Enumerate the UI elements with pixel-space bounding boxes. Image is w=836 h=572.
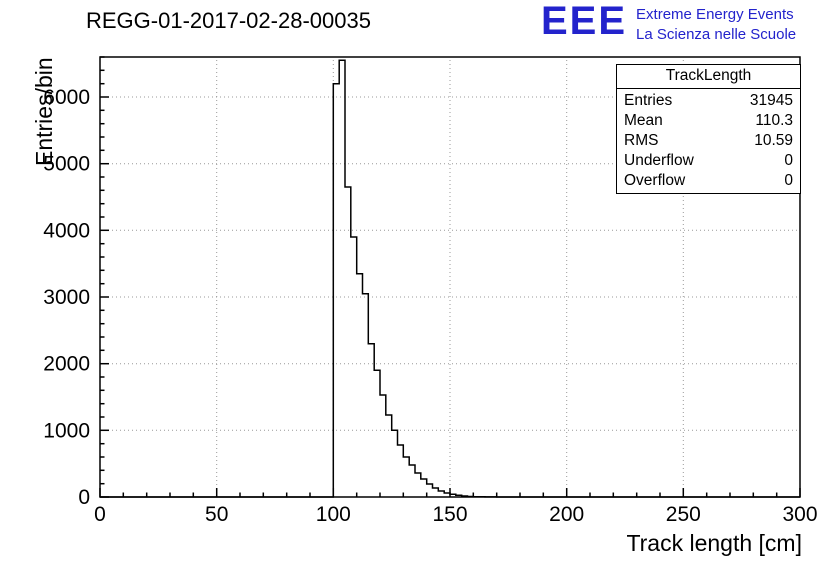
eee-logo-acronym: EEE	[541, 0, 628, 43]
y-tick-label: 2000	[43, 353, 90, 376]
y-tick-label: 6000	[43, 86, 90, 109]
stats-row-value: 0	[784, 172, 793, 189]
y-tick-label: 0	[78, 486, 90, 509]
stats-box: TrackLength Entries 31945 Mean 110.3 RMS…	[616, 64, 801, 194]
stats-row-value: 10.59	[754, 132, 793, 149]
stats-row-label: RMS	[624, 132, 659, 149]
stats-row-label: Overflow	[624, 172, 686, 189]
stats-row: Overflow 0	[617, 171, 800, 191]
x-tick-label: 250	[666, 503, 701, 526]
y-axis-title: Entries/bin	[31, 57, 57, 166]
x-tick-label: 0	[94, 503, 106, 526]
x-tick-label: 50	[205, 503, 228, 526]
stats-row: Entries 31945	[617, 91, 800, 111]
stats-box-title: TrackLength	[617, 65, 800, 89]
stats-row: RMS 10.59	[617, 131, 800, 151]
y-tick-label: 4000	[43, 219, 90, 242]
eee-logo: EEE Extreme Energy Events La Scienza nel…	[541, 0, 796, 44]
stats-row-label: Mean	[624, 112, 663, 129]
y-tick-label: 3000	[43, 286, 90, 309]
stats-row-label: Underflow	[624, 152, 694, 169]
x-tick-label: 300	[782, 503, 817, 526]
stats-row-value: 0	[784, 152, 793, 169]
stats-row-label: Entries	[624, 92, 673, 109]
stats-row: Underflow 0	[617, 151, 800, 171]
x-axis-title: Track length [cm]	[626, 530, 802, 556]
eee-logo-line1: Extreme Energy Events	[636, 6, 794, 23]
eee-logo-line2: La Scienza nelle Scuole	[636, 25, 797, 43]
x-tick-label: 200	[549, 503, 584, 526]
plot-frame	[99, 56, 801, 498]
y-tick-label: 1000	[43, 419, 90, 442]
eee-logo-text: Extreme Energy Events La Scienza nelle S…	[636, 2, 796, 44]
stats-box-rows: Entries 31945 Mean 110.3 RMS 10.59 Under…	[617, 89, 800, 193]
plot-title: REGG-01-2017-02-28-00035	[86, 8, 371, 33]
stats-row: Mean 110.3	[617, 111, 800, 131]
x-tick-label: 150	[432, 503, 467, 526]
y-tick-label: 5000	[43, 153, 90, 176]
x-tick-label: 100	[316, 503, 351, 526]
stats-row-value: 110.3	[755, 112, 793, 129]
stats-row-value: 31945	[749, 92, 793, 109]
